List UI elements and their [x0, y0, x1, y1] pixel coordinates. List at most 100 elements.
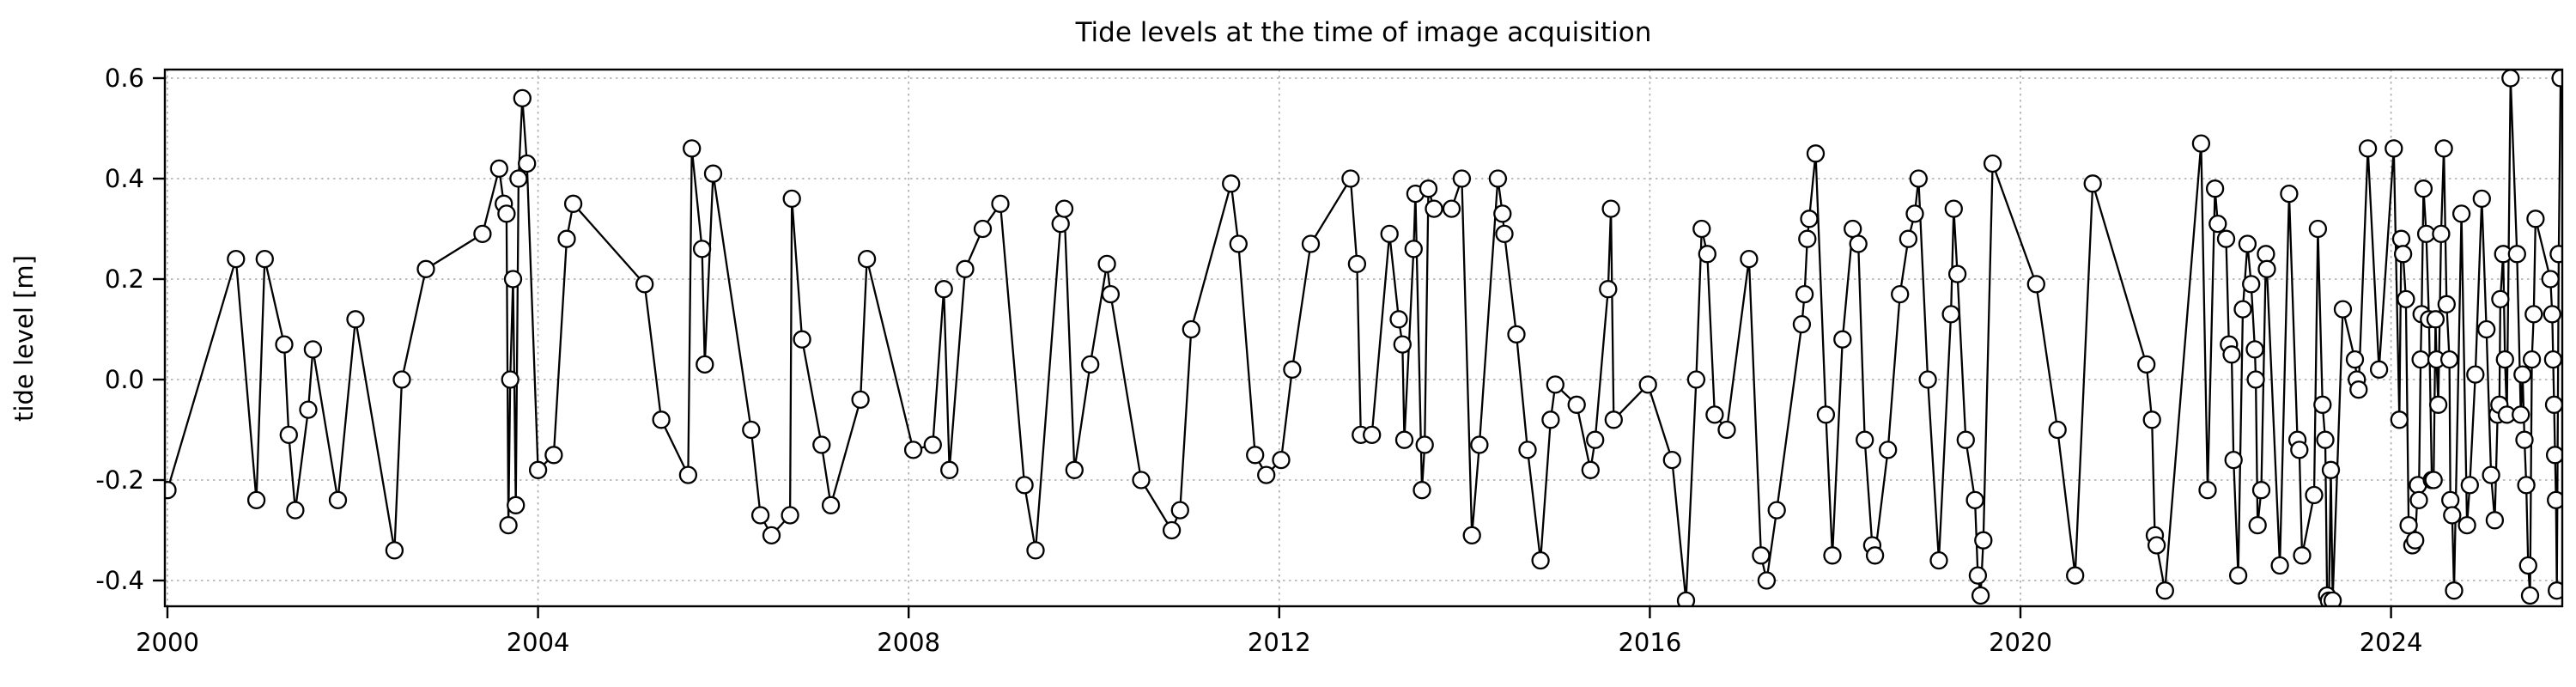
x-tick-label-2024: 2024	[2360, 628, 2423, 657]
data-point	[275, 335, 294, 354]
data-point	[1182, 319, 1200, 339]
data-point	[1849, 234, 1868, 253]
data-point	[473, 224, 492, 244]
data-point	[392, 370, 411, 389]
data-point	[2437, 295, 2456, 313]
data-point	[2548, 581, 2562, 600]
data-point	[1415, 435, 1434, 454]
data-point	[692, 240, 712, 258]
data-point	[2257, 245, 2275, 264]
axis-ticks	[153, 76, 2392, 618]
data-point	[2515, 430, 2534, 449]
x-tick-label-2004: 2004	[507, 628, 570, 657]
data-point	[2513, 365, 2532, 384]
data-point	[1162, 520, 1182, 540]
data-point	[2238, 234, 2257, 253]
data-point	[1601, 199, 1620, 218]
data-point	[1301, 234, 1321, 253]
data-point	[1222, 174, 1241, 193]
data-point	[2411, 350, 2430, 369]
data-point	[501, 370, 519, 389]
data-point	[2216, 229, 2236, 248]
data-point	[518, 154, 537, 173]
data-point	[2424, 471, 2443, 489]
data-point	[1891, 284, 1910, 304]
data-point	[2458, 515, 2476, 535]
data-point	[2248, 515, 2267, 535]
data-point	[851, 390, 870, 410]
y-tick-label--0.2: -0.2	[95, 465, 144, 495]
data-point	[2428, 395, 2448, 414]
plot-frame	[163, 68, 2564, 608]
data-point	[1389, 310, 1408, 329]
data-point	[255, 249, 274, 269]
data-point	[1692, 219, 1711, 239]
data-point	[2426, 310, 2445, 329]
data-point	[1956, 430, 1975, 449]
data-point	[2390, 410, 2409, 429]
data-point	[503, 270, 523, 289]
data-point	[2406, 531, 2425, 550]
data-point	[1795, 284, 1814, 304]
data-point	[2522, 350, 2542, 369]
data-series-tide-level	[165, 70, 2562, 606]
data-point	[1413, 481, 1431, 500]
data-point	[563, 194, 583, 213]
data-point	[303, 340, 323, 359]
data-point	[497, 204, 516, 223]
data-point	[2245, 340, 2264, 359]
data-point	[1442, 199, 1461, 218]
data-point	[2280, 184, 2299, 204]
data-point	[2083, 174, 2102, 193]
y-tick-label--0.4: -0.4	[95, 566, 144, 595]
data-point	[2147, 536, 2166, 555]
data-point	[1638, 375, 1657, 394]
data-point	[1918, 370, 1937, 389]
data-point	[489, 159, 508, 178]
data-point	[2482, 465, 2500, 484]
data-point	[1065, 460, 1084, 479]
data-point	[2434, 139, 2453, 158]
data-point	[1909, 169, 1928, 188]
data-point	[544, 446, 563, 465]
data-point	[1823, 546, 1842, 565]
data-point	[2323, 591, 2342, 606]
data-point	[1844, 219, 1862, 239]
data-point	[2544, 395, 2562, 414]
data-point	[683, 139, 702, 158]
data-point	[1983, 154, 2002, 173]
data-point	[1518, 441, 1537, 459]
data-point	[1363, 425, 1382, 445]
data-point	[991, 194, 1010, 213]
data-point	[2549, 245, 2562, 264]
data-point	[2142, 410, 2161, 429]
data-point	[2251, 481, 2271, 500]
data-point	[2137, 355, 2156, 374]
data-point	[1899, 229, 1918, 248]
data-point	[557, 229, 576, 248]
data-point	[299, 400, 318, 419]
data-point	[1132, 471, 1151, 489]
data-point	[2472, 189, 2491, 209]
data-point	[1599, 280, 1618, 299]
y-tick-label-0.6: 0.6	[105, 64, 144, 93]
data-point	[812, 435, 831, 454]
data-point	[2512, 405, 2530, 424]
data-point	[1495, 224, 1514, 244]
data-point	[346, 310, 365, 329]
data-point	[1947, 264, 1967, 283]
data-point	[2290, 441, 2309, 459]
data-point	[227, 249, 246, 269]
data-point	[2526, 210, 2545, 228]
data-point	[2451, 204, 2471, 223]
data-point	[385, 541, 404, 560]
data-point	[1507, 325, 1526, 344]
data-point	[1229, 234, 1248, 253]
x-tick-label-2016: 2016	[1618, 628, 1681, 657]
data-point	[2466, 365, 2485, 384]
data-point	[2520, 586, 2540, 605]
x-tick-label-2008: 2008	[877, 628, 940, 657]
data-point	[2321, 460, 2341, 479]
data-point	[1452, 169, 1472, 188]
